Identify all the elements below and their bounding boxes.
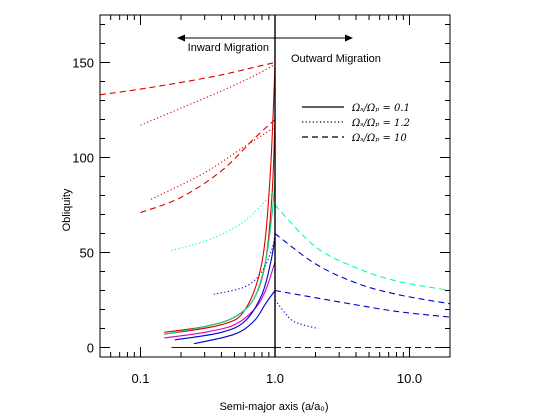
series-line-9 (164, 261, 276, 339)
x-tick-label: 10.0 (397, 371, 422, 386)
series-line-2 (140, 119, 276, 214)
series-line-11 (193, 290, 276, 345)
annotations: Inward Migration Outward Migration (177, 15, 381, 357)
series-line-7 (171, 189, 276, 252)
series-line-1 (140, 63, 276, 126)
series-line-10 (174, 237, 276, 341)
series-line-6 (164, 180, 276, 335)
series-line-0 (99, 61, 276, 96)
y-tick-label: 50 (80, 246, 94, 261)
series-line-13 (213, 233, 276, 295)
legend-label: Ωₛ/Ωₚ = 0.1 (351, 103, 410, 114)
series-line-16 (274, 289, 451, 318)
legend-label: Ωₛ/Ωₚ = 10 (351, 133, 407, 144)
series-layer (99, 61, 451, 349)
x-axis-label: Semi-major axis (a/a₀) (219, 401, 328, 413)
y-tick-label: 150 (72, 56, 94, 71)
x-tick-label: 0.1 (131, 371, 149, 386)
series-line-8 (274, 204, 451, 292)
legend: Ωₛ/Ωₚ = 0.1 Ωₛ/Ωₚ = 1.2 Ωₛ/Ωₚ = 10 (302, 103, 410, 144)
y-tick-label: 0 (87, 341, 94, 356)
inward-arrow-head (177, 34, 185, 42)
outward-arrow-head (345, 34, 353, 42)
legend-label: Ωₛ/Ωₚ = 1.2 (351, 118, 410, 129)
axes-layer: 0.1 1.0 10.0 0 50 100 150 (72, 14, 451, 386)
outward-migration-label: Outward Migration (291, 53, 381, 65)
series-line-5 (164, 66, 276, 335)
inward-migration-label: Inward Migration (188, 42, 269, 54)
series-line-4 (164, 119, 276, 333)
series-line-15 (274, 233, 451, 305)
series-line-3 (150, 126, 276, 200)
y-axis-label: Obliquity (61, 188, 73, 231)
x-tick-label: 1.0 (266, 371, 284, 386)
series-line-14 (274, 299, 319, 330)
y-tick-label: 100 (72, 151, 94, 166)
